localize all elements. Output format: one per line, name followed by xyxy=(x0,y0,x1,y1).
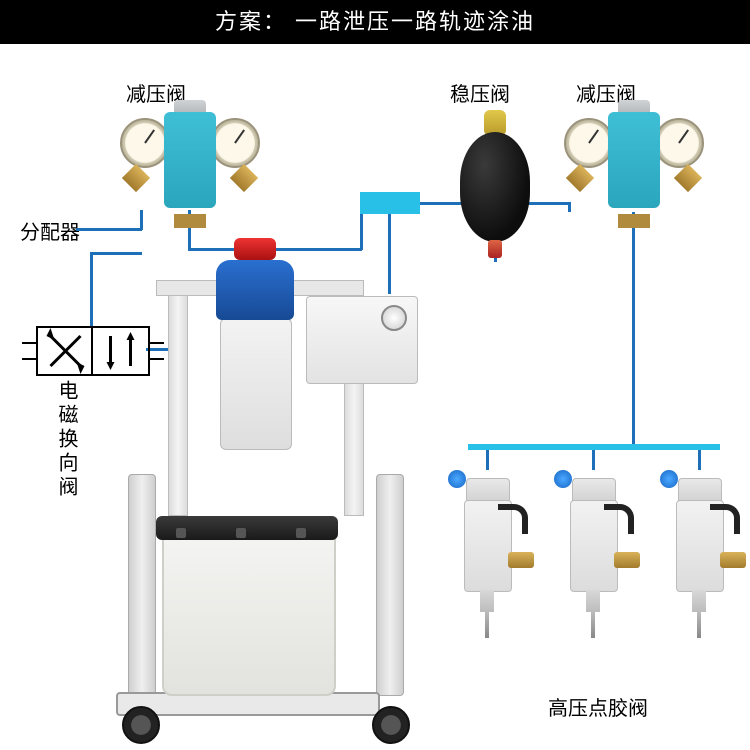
stabilizer-body xyxy=(460,132,530,242)
junction-block xyxy=(360,192,420,214)
valve-position-a xyxy=(38,328,93,374)
bolt-icon xyxy=(236,528,246,538)
control-box xyxy=(306,296,418,384)
pipe-prvR-down xyxy=(632,212,635,444)
stabilizer-port xyxy=(488,240,502,258)
air-fitting-icon xyxy=(554,470,572,488)
caster-wheel-icon xyxy=(372,706,410,744)
valve-body xyxy=(608,112,660,208)
pressure-reducing-valve-left xyxy=(120,112,260,222)
pump-motor-body xyxy=(220,318,292,450)
valve-neck xyxy=(692,590,706,612)
brass-fitting-icon xyxy=(122,164,150,192)
dispense-valve-2 xyxy=(558,466,628,636)
pump-motor-cap xyxy=(216,260,294,320)
gauge-icon xyxy=(120,118,170,168)
caster-wheel-icon xyxy=(122,706,160,744)
gauge-icon xyxy=(564,118,614,168)
grease-bucket xyxy=(162,532,336,696)
valve-body xyxy=(164,112,216,208)
valve-neck xyxy=(480,590,494,612)
brass-fitting-icon xyxy=(720,552,746,568)
lift-cylinder xyxy=(128,474,156,696)
bolt-icon xyxy=(176,528,186,538)
air-fitting-icon xyxy=(448,470,466,488)
lift-cylinder xyxy=(376,474,404,696)
guide-post xyxy=(168,294,188,516)
diagram-canvas: 方案： 一路泄压一路轨迹涂油 减压阀 稳压阀 减压阀 分配器 电磁换向阀 高压点… xyxy=(0,0,750,750)
gauge-icon xyxy=(210,118,260,168)
label-distributor: 分配器 xyxy=(20,216,80,245)
brass-fitting-icon xyxy=(230,164,258,192)
brass-fitting-icon xyxy=(614,552,640,568)
pump-motor-top xyxy=(234,238,276,260)
dispense-manifold xyxy=(468,444,720,450)
dispense-valve-3 xyxy=(664,466,734,636)
brass-fitting-icon xyxy=(674,164,702,192)
brass-fitting-icon xyxy=(508,552,534,568)
dispense-valve-1 xyxy=(452,466,522,636)
gauge-icon xyxy=(654,118,704,168)
bolt-icon xyxy=(296,528,306,538)
elbow-fitting-icon xyxy=(710,504,740,534)
air-fitting-icon xyxy=(660,470,678,488)
needle-tip-icon xyxy=(485,612,489,638)
pressure-reducing-valve-right xyxy=(564,112,704,222)
elbow-fitting-icon xyxy=(604,504,634,534)
pipe-dist-h xyxy=(76,228,142,231)
valve-neck xyxy=(586,590,600,612)
elbow-fitting-icon xyxy=(498,504,528,534)
title-bar: 方案： 一路泄压一路轨迹涂油 xyxy=(0,0,750,44)
valve-base xyxy=(174,214,206,228)
coil-icon xyxy=(22,338,36,364)
pressure-dial-icon xyxy=(381,305,407,331)
brass-fitting-icon xyxy=(566,164,594,192)
needle-tip-icon xyxy=(697,612,701,638)
valve-base xyxy=(618,214,650,228)
label-dispense: 高压点胶阀 xyxy=(548,692,648,721)
label-solenoid: 电磁换向阀 xyxy=(52,380,81,500)
label-stabilizer: 稳压阀 xyxy=(450,78,510,107)
needle-tip-icon xyxy=(591,612,595,638)
pressure-stabilizer xyxy=(452,104,538,254)
pipe-sol-to-prvL-v xyxy=(90,252,93,328)
title-text: 方案： 一路泄压一路轨迹涂油 xyxy=(215,9,535,34)
grease-pump-station xyxy=(116,238,416,716)
